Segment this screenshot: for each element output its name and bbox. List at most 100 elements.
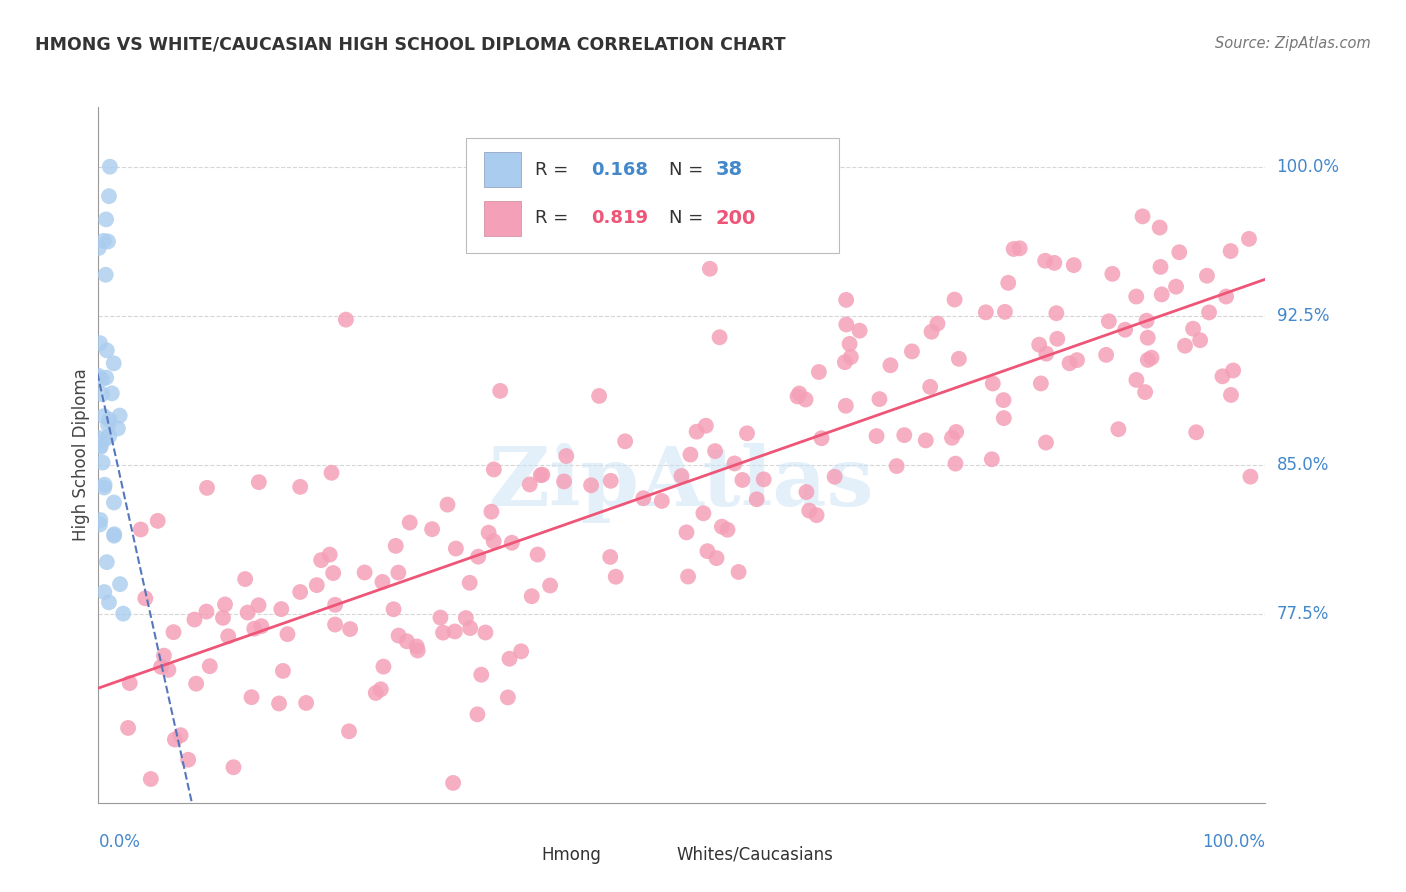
Point bbox=[233, 572, 256, 586]
Point bbox=[406, 643, 429, 657]
Point bbox=[139, 772, 162, 786]
Point bbox=[98, 429, 121, 443]
Point bbox=[305, 578, 328, 592]
Point bbox=[1098, 314, 1121, 328]
Point bbox=[520, 589, 543, 603]
Point bbox=[1211, 369, 1233, 384]
Point bbox=[98, 595, 121, 609]
Point bbox=[429, 610, 451, 624]
Point bbox=[337, 724, 360, 739]
Point bbox=[395, 634, 418, 648]
Point bbox=[94, 432, 117, 446]
Point bbox=[444, 541, 467, 556]
Point bbox=[309, 553, 332, 567]
Point bbox=[1035, 347, 1057, 361]
Text: 85.0%: 85.0% bbox=[1277, 456, 1329, 474]
Point bbox=[1125, 289, 1147, 303]
Point bbox=[288, 585, 311, 599]
Point bbox=[364, 686, 387, 700]
Point bbox=[1063, 258, 1085, 272]
Point bbox=[699, 261, 721, 276]
Point bbox=[1149, 260, 1171, 274]
Text: R =: R = bbox=[534, 161, 574, 178]
Point bbox=[498, 652, 520, 666]
Point bbox=[290, 480, 312, 494]
Point bbox=[89, 440, 111, 454]
Point bbox=[112, 607, 135, 621]
Text: Whites/Caucasians: Whites/Caucasians bbox=[676, 846, 832, 864]
Point bbox=[89, 517, 111, 532]
Point bbox=[458, 621, 481, 635]
Point bbox=[671, 469, 693, 483]
Point bbox=[482, 462, 505, 476]
Point bbox=[1059, 356, 1081, 370]
Point bbox=[177, 753, 200, 767]
Point bbox=[335, 312, 357, 326]
Point bbox=[270, 602, 292, 616]
Point bbox=[752, 472, 775, 486]
Point bbox=[994, 305, 1017, 319]
Text: 38: 38 bbox=[716, 161, 742, 179]
Point bbox=[553, 475, 575, 489]
Text: 0.168: 0.168 bbox=[591, 161, 648, 178]
Point bbox=[474, 625, 496, 640]
Text: N =: N = bbox=[669, 210, 703, 227]
Point bbox=[169, 728, 191, 742]
Point bbox=[1043, 256, 1066, 270]
Point bbox=[240, 690, 263, 705]
Point bbox=[920, 380, 942, 394]
Point bbox=[89, 513, 111, 527]
Text: 0.819: 0.819 bbox=[591, 210, 648, 227]
Point bbox=[323, 617, 346, 632]
Point bbox=[834, 355, 856, 369]
Point bbox=[807, 365, 830, 379]
Point bbox=[651, 494, 673, 508]
Bar bbox=[508, 843, 533, 867]
Text: 92.5%: 92.5% bbox=[1277, 307, 1329, 325]
Point bbox=[1008, 241, 1031, 255]
Point bbox=[183, 613, 205, 627]
Point bbox=[195, 605, 218, 619]
Point bbox=[1237, 232, 1260, 246]
Point bbox=[835, 318, 858, 332]
Point bbox=[93, 481, 115, 495]
Point bbox=[676, 569, 699, 583]
Point bbox=[443, 624, 465, 639]
Text: R =: R = bbox=[534, 210, 574, 227]
Point bbox=[685, 425, 707, 439]
Text: HMONG VS WHITE/CAUCASIAN HIGH SCHOOL DIPLOMA CORRELATION CHART: HMONG VS WHITE/CAUCASIAN HIGH SCHOOL DIP… bbox=[35, 36, 786, 54]
Point bbox=[98, 413, 121, 427]
Point bbox=[993, 411, 1015, 425]
Point bbox=[1150, 287, 1173, 301]
Point bbox=[370, 682, 392, 697]
Point bbox=[267, 697, 290, 711]
Point bbox=[107, 421, 129, 435]
Point bbox=[103, 529, 125, 543]
Point bbox=[454, 611, 477, 625]
Point bbox=[318, 548, 340, 562]
Point bbox=[195, 481, 218, 495]
Point bbox=[824, 469, 846, 483]
Point bbox=[129, 523, 152, 537]
Point bbox=[1095, 348, 1118, 362]
Point bbox=[214, 598, 236, 612]
Point bbox=[675, 525, 697, 540]
Point bbox=[387, 629, 409, 643]
Point bbox=[706, 551, 728, 566]
Point bbox=[1136, 352, 1159, 367]
Point bbox=[538, 578, 561, 592]
Point bbox=[941, 431, 963, 445]
Point bbox=[786, 389, 808, 403]
Point bbox=[839, 350, 862, 364]
Point bbox=[981, 376, 1004, 391]
Point bbox=[467, 707, 489, 722]
Point bbox=[530, 468, 553, 483]
Point bbox=[217, 629, 239, 643]
Point bbox=[1107, 422, 1129, 436]
Point bbox=[247, 599, 270, 613]
Point bbox=[679, 448, 702, 462]
Text: 0.0%: 0.0% bbox=[98, 833, 141, 851]
Point bbox=[943, 293, 966, 307]
Point bbox=[387, 566, 409, 580]
Point bbox=[865, 429, 887, 443]
